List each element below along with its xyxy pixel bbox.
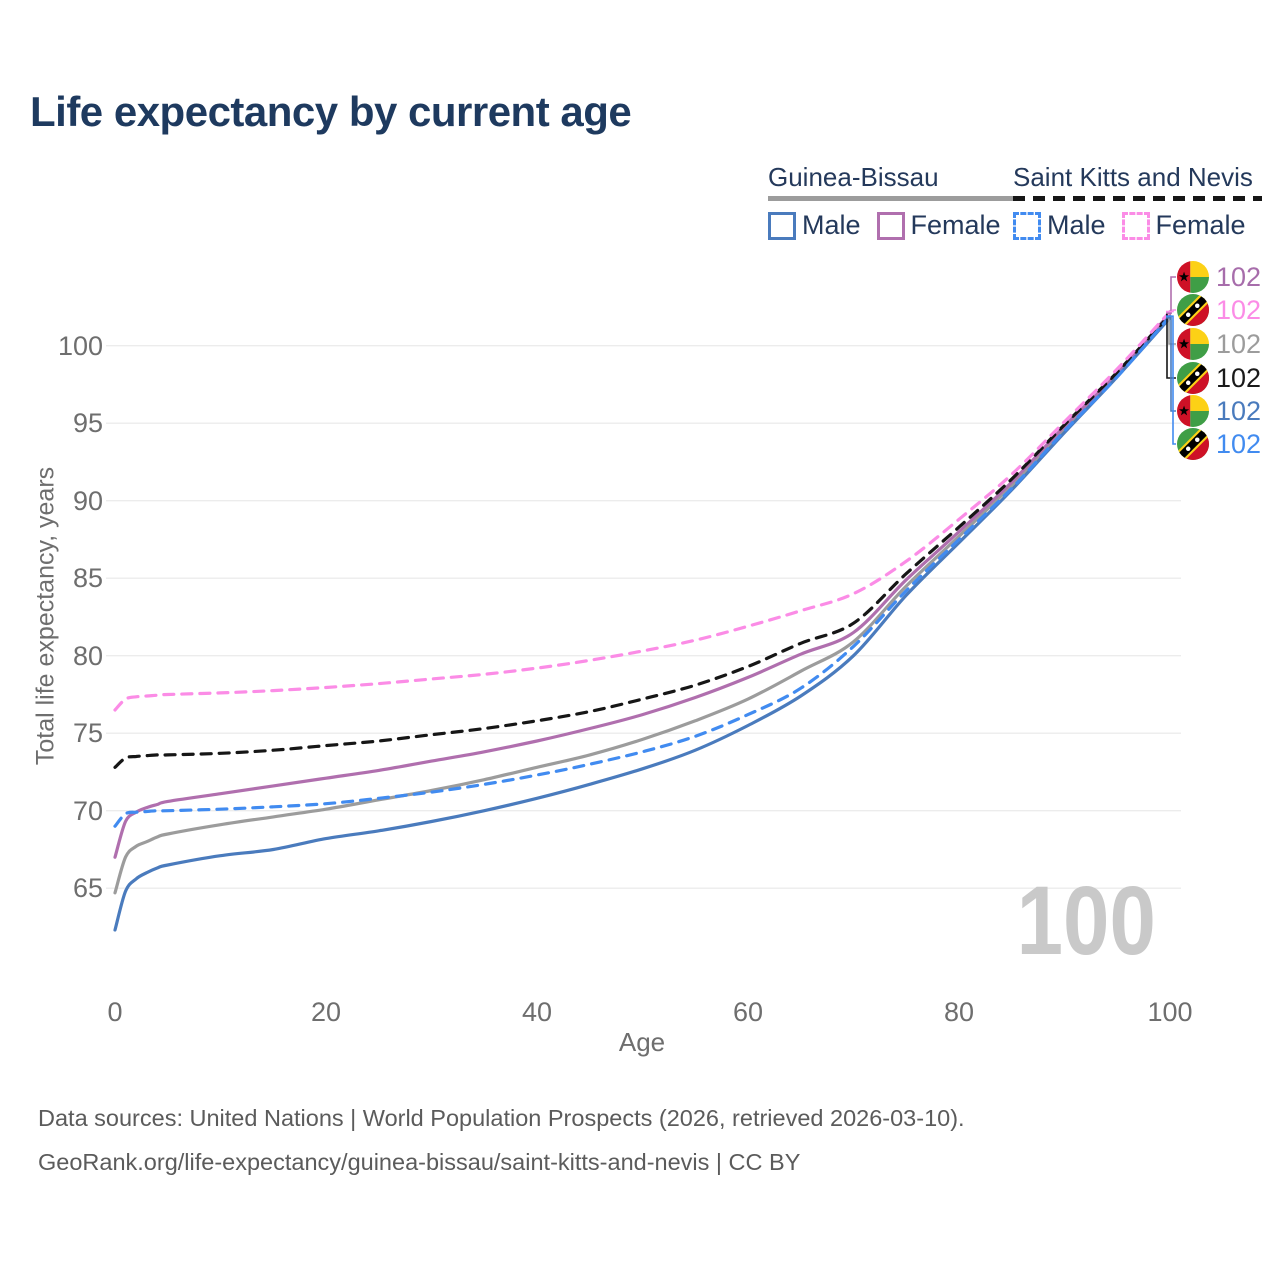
series-line-kn-male[interactable]	[113, 314, 1172, 828]
end-label-value-gw-female: 102	[1216, 262, 1262, 292]
end-label-connector-kn-male	[1166, 315, 1176, 445]
age-counter-watermark: 100	[1016, 866, 1156, 975]
series-line-gw-total[interactable]	[113, 314, 1172, 895]
y-tick-label-95: 95	[72, 408, 103, 439]
y-tick-label-100: 100	[57, 330, 103, 361]
saint-kitts-and-nevis-flag-icon	[1177, 428, 1209, 460]
chart-footer: Data sources: United Nations | World Pop…	[38, 1105, 965, 1193]
y-tick-label-80: 80	[72, 640, 103, 671]
legend-items-guinea-bissau: Male Female	[768, 210, 1017, 241]
legend-country-label-saint-kitts-and-nevis: Saint Kitts and Nevis	[1013, 162, 1253, 192]
legend-swatch-kn-male[interactable]	[1013, 211, 1041, 240]
saint-kitts-and-nevis-flag-icon	[1177, 362, 1209, 394]
legend-country-line-sample-saint-kitts-and-nevis	[1013, 196, 1262, 201]
legend-item-label-gw-female[interactable]: Female	[910, 210, 1001, 240]
legend-item-label-kn-female[interactable]: Female	[1155, 210, 1246, 240]
series-line-kn-total[interactable]	[113, 313, 1172, 769]
x-tick-label-80: 80	[943, 997, 975, 1027]
x-axis-title: Age	[618, 1027, 666, 1057]
x-tick-label-40: 40	[521, 997, 553, 1027]
legend-item-label-kn-male[interactable]: Male	[1047, 210, 1106, 240]
series-line-gw-female[interactable]	[113, 311, 1172, 859]
end-label-gw-female[interactable]: 102	[1177, 261, 1261, 293]
x-tick-label-60: 60	[732, 997, 764, 1027]
x-tick-label-20: 20	[310, 997, 342, 1027]
guinea-bissau-flag-icon	[1177, 261, 1209, 293]
legend-swatch-kn-female[interactable]	[1121, 211, 1150, 240]
legend-country-label-guinea-bissau: Guinea-Bissau	[768, 162, 939, 192]
y-tick-label-70: 70	[72, 795, 103, 826]
legend-swatch-gw-female[interactable]	[876, 211, 905, 240]
end-label-kn-female[interactable]: 102	[1177, 294, 1261, 326]
legend-group-saint-kitts-and-nevis: Saint Kitts and Nevis Male Female	[1013, 162, 1262, 241]
attribution-text: GeoRank.org/life-expectancy/guinea-bissa…	[38, 1149, 801, 1175]
end-label-value-gw-total: 102	[1216, 329, 1262, 359]
x-tick-label-100: 100	[1147, 997, 1193, 1027]
y-tick-label-90: 90	[72, 485, 103, 516]
end-label-value-gw-male: 102	[1216, 396, 1262, 426]
y-axis-title: Total life expectancy, years	[31, 466, 60, 766]
legend-items-saint-kitts-and-nevis: Male Female	[1013, 210, 1262, 241]
end-label-value-kn-male: 102	[1216, 429, 1262, 459]
end-label-kn-male[interactable]: 102	[1177, 428, 1261, 460]
guinea-bissau-flag-icon	[1177, 395, 1209, 427]
end-label-gw-total[interactable]: 102	[1177, 328, 1261, 360]
series-line-gw-male[interactable]	[113, 316, 1172, 932]
saint-kitts-and-nevis-flag-icon	[1177, 294, 1209, 326]
data-sources-text: Data sources: United Nations | World Pop…	[38, 1105, 965, 1131]
end-label-value-kn-total: 102	[1216, 363, 1262, 393]
legend-item-label-gw-male[interactable]: Male	[802, 210, 861, 240]
end-label-connector-gw-female	[1166, 276, 1176, 314]
legend-country-line-sample-guinea-bissau	[768, 196, 1017, 201]
series-line-kn-female[interactable]	[113, 310, 1172, 712]
y-tick-label-65: 65	[72, 873, 103, 904]
page-title: Life expectancy by current age	[30, 88, 632, 135]
legend-swatch-gw-male[interactable]	[768, 211, 796, 240]
guinea-bissau-flag-icon	[1177, 328, 1209, 360]
end-label-kn-total[interactable]: 102	[1177, 362, 1261, 394]
legend-group-guinea-bissau: Guinea-Bissau Male Female	[768, 162, 1017, 241]
end-label-gw-male[interactable]: 102	[1177, 395, 1261, 427]
end-label-connector-kn-female	[1166, 309, 1176, 313]
x-tick-label-0: 0	[107, 997, 123, 1027]
end-label-value-kn-female: 102	[1216, 295, 1262, 325]
y-tick-label-75: 75	[72, 718, 103, 749]
y-tick-label-85: 85	[72, 563, 103, 594]
